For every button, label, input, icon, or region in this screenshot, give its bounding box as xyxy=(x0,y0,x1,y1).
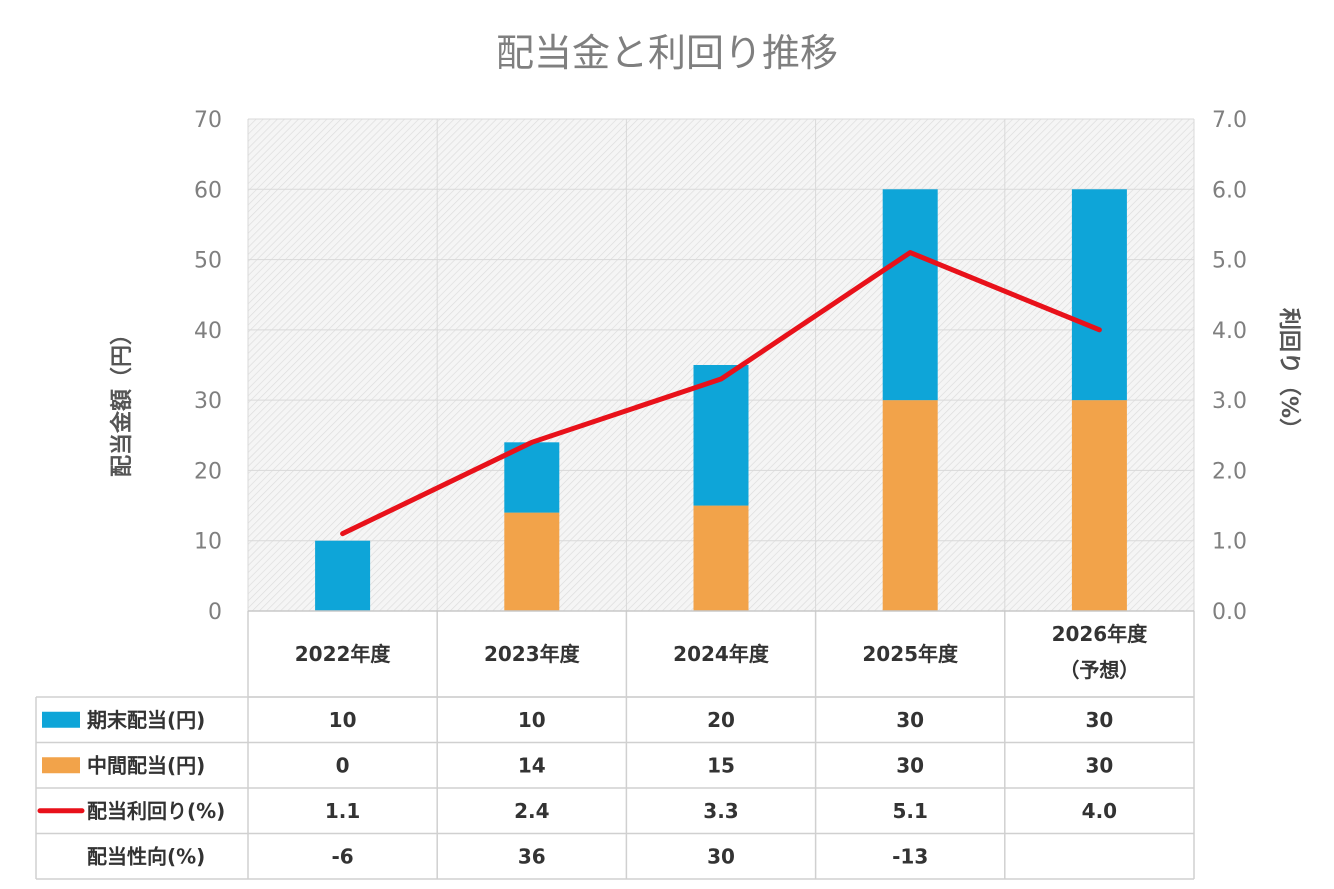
y2-tick-label: 7.0 xyxy=(1212,108,1247,133)
x-category-label: 2024年度 xyxy=(673,642,770,666)
chart-title: 配当金と利回り推移 xyxy=(496,31,838,75)
y2-tick-label: 3.0 xyxy=(1212,389,1247,414)
bar-interim-dividend xyxy=(504,512,560,611)
table-cell: 30 xyxy=(707,844,735,868)
table-cell: 10 xyxy=(518,708,546,732)
y2-tick-label: 0.0 xyxy=(1212,600,1247,625)
table-cell: 0 xyxy=(336,753,350,777)
bar-year-end-dividend xyxy=(504,442,560,513)
bar-year-end-dividend xyxy=(882,189,938,401)
x-category-label: 2026年度 xyxy=(1052,622,1149,646)
table-cell: -13 xyxy=(892,844,928,868)
y-tick-label: 60 xyxy=(194,178,222,203)
y-tick-label: 10 xyxy=(194,530,222,555)
table-cell: 3.3 xyxy=(703,799,738,823)
table-cell: 4.0 xyxy=(1082,799,1117,823)
table-row-label: 期末配当(円) xyxy=(87,708,205,732)
table-row-label: 配当性向(%) xyxy=(87,844,205,868)
bar-year-end-dividend xyxy=(693,365,749,506)
table-row-label: 配当利回り(%) xyxy=(87,799,225,823)
table-cell: 14 xyxy=(518,753,546,777)
y2-tick-label: 5.0 xyxy=(1212,249,1247,274)
bar-year-end-dividend xyxy=(315,540,371,611)
y-tick-label: 50 xyxy=(194,249,222,274)
table-cell: 20 xyxy=(707,708,735,732)
table-cell: 30 xyxy=(1085,753,1113,777)
table-row-label: 中間配当(円) xyxy=(87,753,205,777)
line-dividend-yield xyxy=(340,250,1102,537)
table-cell: 1.1 xyxy=(325,799,360,823)
bar-year-end-dividend xyxy=(1071,189,1127,401)
bar-interim-dividend xyxy=(882,400,938,611)
bar-interim-dividend xyxy=(693,505,749,611)
y2-tick-label: 6.0 xyxy=(1212,178,1247,203)
table-cell: -6 xyxy=(331,844,353,868)
table-cell: 30 xyxy=(896,753,924,777)
table-cell: 5.1 xyxy=(892,799,927,823)
x-category-label: 2023年度 xyxy=(484,642,581,666)
legend-key xyxy=(42,711,80,728)
y-tick-label: 0 xyxy=(208,600,222,625)
y-tick-label: 20 xyxy=(194,459,222,484)
x-category-label: 2025年度 xyxy=(862,642,959,666)
x-category-label: 2022年度 xyxy=(295,642,392,666)
y-tick-label: 70 xyxy=(194,108,222,133)
table-cell: 36 xyxy=(518,844,546,868)
table-cell: 2.4 xyxy=(514,799,549,823)
table-cell: 30 xyxy=(1085,708,1113,732)
y2-tick-label: 2.0 xyxy=(1212,459,1247,484)
bar-interim-dividend xyxy=(1071,400,1127,611)
legend-key xyxy=(42,757,80,774)
y-tick-label: 40 xyxy=(194,319,222,344)
y2-tick-label: 1.0 xyxy=(1212,530,1247,555)
y-tick-label: 30 xyxy=(194,389,222,414)
y-axis-title: 配当金額（円） xyxy=(109,323,135,477)
y2-axis-title: 利回り（%） xyxy=(1276,308,1301,440)
table-cell: 15 xyxy=(707,753,735,777)
y2-tick-label: 4.0 xyxy=(1212,319,1247,344)
table-cell: 30 xyxy=(896,708,924,732)
table-cell: 10 xyxy=(329,708,357,732)
x-category-sublabel: （予想） xyxy=(1059,658,1139,682)
